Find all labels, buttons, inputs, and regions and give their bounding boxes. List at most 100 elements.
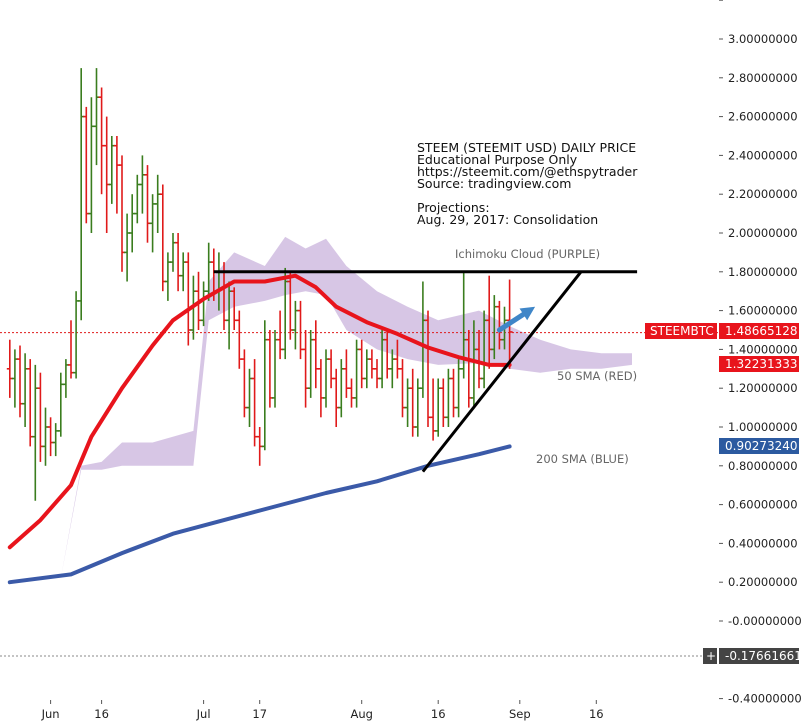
candle <box>358 339 365 389</box>
sma50-badge-text: 1.32231333 <box>725 357 798 371</box>
cloud-label: Ichimoku Cloud (PURPLE) <box>455 247 600 261</box>
y-tick-label: 0.40000000 <box>728 536 798 550</box>
candle <box>246 368 253 427</box>
candle <box>455 359 462 418</box>
candle <box>6 339 13 398</box>
info-line-1: STEEM (STEEMIT USD) DAILY PRICE <box>417 140 636 155</box>
candle <box>93 68 100 166</box>
sma50-badge <box>719 356 799 372</box>
drawing-tools-layer <box>213 270 638 473</box>
projection-arrow-head <box>519 306 536 321</box>
x-tick-label: Sep <box>509 707 531 721</box>
candle <box>170 233 176 272</box>
info-line-7: Aug. 29, 2017: Consolidation <box>417 212 598 227</box>
candle <box>368 349 375 379</box>
annotation-layer: STEEM (STEEMIT USD) DAILY PRICE Educatio… <box>417 140 638 466</box>
candle <box>129 194 136 253</box>
sma200-badge-text: 0.90273240 <box>725 439 798 453</box>
candle <box>11 349 18 408</box>
x-tick-label: 17 <box>252 707 267 721</box>
candle <box>119 155 125 272</box>
y-tick-label: 0.60000000 <box>728 498 798 512</box>
candle <box>414 378 421 437</box>
candle <box>164 252 171 301</box>
candle <box>113 136 120 214</box>
cursor-price-badge-text: -0.17661661 <box>725 649 802 663</box>
candle <box>338 359 345 418</box>
axes-layer: 3.00000000 2.80000000 2.60000000 2.40000000… <box>41 0 802 721</box>
sma50-label: 50 SMA (RED) <box>557 369 637 383</box>
candle <box>297 300 304 360</box>
candle <box>312 320 319 389</box>
info-line-6: Projections: <box>417 200 490 215</box>
price-badge <box>719 323 799 339</box>
candle <box>251 359 258 447</box>
info-line-2: Educational Purpose Only <box>417 152 578 167</box>
candle <box>363 349 370 389</box>
candle <box>236 310 243 369</box>
candle <box>88 97 95 233</box>
x-tick-label: Aug <box>350 707 372 721</box>
ichimoku-cloud <box>9 236 633 583</box>
candle <box>180 252 187 292</box>
sma200-label: 200 SMA (BLUE) <box>536 452 629 466</box>
candle <box>399 359 406 418</box>
candle <box>73 291 80 379</box>
candle <box>159 184 166 292</box>
candle <box>317 359 324 418</box>
candle <box>343 349 350 398</box>
candle <box>292 300 299 350</box>
x-tick-label: Jul <box>196 707 211 721</box>
y-tick-label: 2.20000000 <box>728 187 798 201</box>
y-tick-label: 2.40000000 <box>728 148 798 162</box>
candle <box>277 310 284 360</box>
y-tick-label: -0.00000000 <box>728 614 802 628</box>
candle <box>139 155 146 214</box>
candle <box>389 349 396 389</box>
y-tick-label: 3.00000000 <box>728 32 798 46</box>
sma200-badge <box>719 438 799 454</box>
candle <box>185 252 192 346</box>
cursor-plus-button[interactable] <box>703 648 717 664</box>
x-tick-label: 16 <box>94 707 109 721</box>
y-tick-label: 2.60000000 <box>728 110 798 124</box>
info-line-4: Source: tradingview.com <box>417 176 571 191</box>
sma50-line <box>7 273 512 550</box>
reference-lines <box>0 332 719 657</box>
candle <box>68 320 74 379</box>
candle <box>144 165 151 243</box>
candle <box>272 330 278 408</box>
y-tick-label: 2.00000000 <box>728 226 798 240</box>
y-tick-label: 1.60000000 <box>728 304 798 318</box>
candle <box>154 174 161 233</box>
projection-arrow-shaft <box>496 311 526 333</box>
symbol-badge <box>645 323 717 339</box>
candle <box>374 359 380 389</box>
cursor-plus-text[interactable]: + <box>706 649 716 663</box>
y-tick-label: 1.00000000 <box>728 420 798 434</box>
y-tick-label: 1.80000000 <box>728 265 798 279</box>
y-tick-label: 1.40000000 <box>728 342 798 356</box>
candle <box>333 368 340 427</box>
candle <box>47 417 54 457</box>
candle <box>32 364 39 501</box>
y-tick-label: 2.80000000 <box>728 71 798 85</box>
candle <box>103 116 110 233</box>
support-trendline <box>421 270 583 473</box>
y-tick-label: 1.20000000 <box>728 381 798 395</box>
price-badges: STEEMBTC 1.48665128 1.32231333 0.9027324… <box>645 323 802 664</box>
x-tick-label: 16 <box>589 707 604 721</box>
candle <box>348 378 355 408</box>
y-tick-label: 0.20000000 <box>728 575 798 589</box>
candle <box>435 378 442 437</box>
candle <box>328 349 335 389</box>
info-line-3: https://steemit.com/@ethspytrader <box>417 164 638 179</box>
candle <box>22 353 29 427</box>
candle <box>445 368 452 427</box>
candle <box>440 378 447 427</box>
candle <box>52 423 59 457</box>
candle <box>17 345 23 418</box>
price-badge-text: 1.48665128 <box>725 324 798 338</box>
candle <box>98 87 105 195</box>
